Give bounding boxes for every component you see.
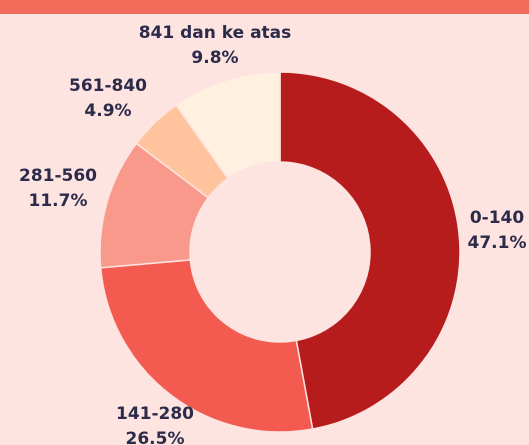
slice: [174, 71, 281, 180]
slice-value: 4.9%: [84, 101, 131, 121]
slice-value: 26.5%: [126, 429, 185, 445]
slice-label: 841 dan ke atas: [139, 23, 292, 43]
slice-label: 141-280: [116, 404, 194, 424]
slice: [99, 259, 314, 433]
slice-value: 11.7%: [29, 191, 88, 211]
slice-label: 561-840: [69, 76, 147, 96]
slice-value: 47.1%: [468, 233, 527, 253]
slice-label: 281-560: [19, 166, 97, 186]
slice-value: 9.8%: [191, 48, 238, 68]
slice: [279, 71, 461, 430]
header-bar: [0, 0, 529, 14]
slice-label: 0-140: [470, 208, 525, 228]
